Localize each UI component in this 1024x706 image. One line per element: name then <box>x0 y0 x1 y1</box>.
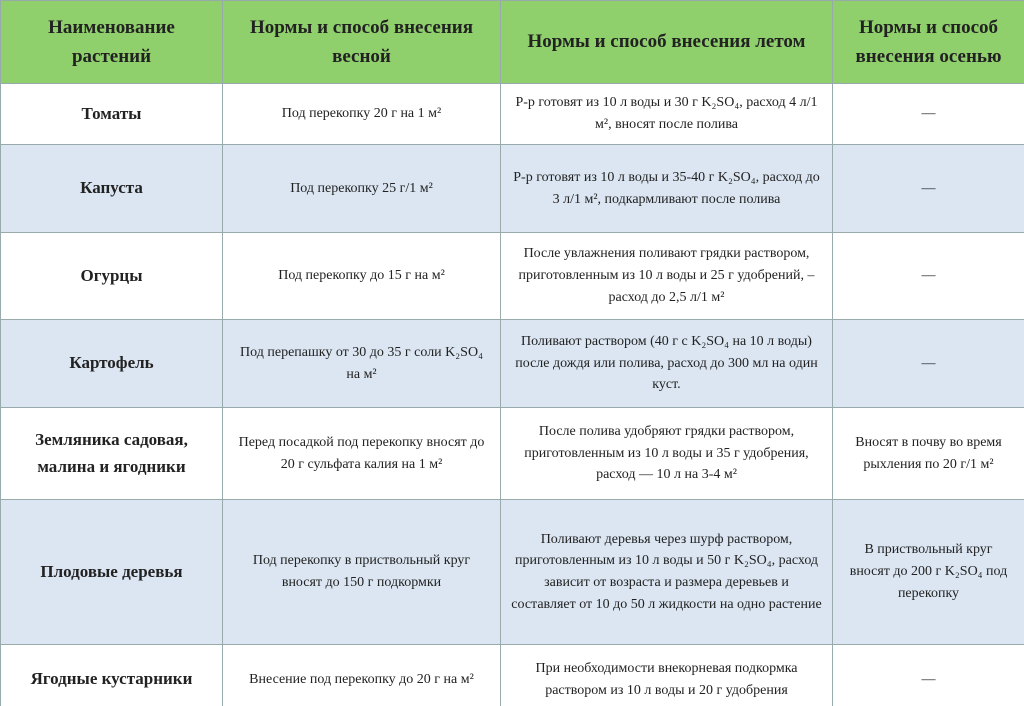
plant-name: Капуста <box>0 144 223 233</box>
norm-cell: Р-р готовят из 10 л воды и 35-40 г K₂SO₄… <box>500 144 833 233</box>
norm-cell: Под перекопку 25 г/1 м² <box>222 144 501 233</box>
table-row: Капуста Под перекопку 25 г/1 м² Р-р готовя… <box>0 144 1024 233</box>
header-cell: Нормы и способ внесения осенью <box>832 0 1024 84</box>
header-row: Наименование растений Нормы и способ внес… <box>0 0 1024 84</box>
norm-cell: Под перекопку в приствольный круг вносят… <box>222 499 501 645</box>
norm-cell: После полива удобряют грядки раствором, … <box>500 407 833 500</box>
header-cell: Нормы и способ внесения весной <box>222 0 501 84</box>
plant-name: Томаты <box>0 83 223 145</box>
norm-cell: Вносят в почву во время рыхления по 20 г… <box>832 407 1024 500</box>
norm-cell: — <box>832 83 1024 145</box>
table-row: Ягодные кустарники Внесение под перекопку… <box>0 644 1024 706</box>
norm-cell: — <box>832 644 1024 706</box>
norm-cell: Р-р готовят из 10 л воды и 30 г K₂SO₄, р… <box>500 83 833 145</box>
table-row: Картофель Под перепашку от 30 до 35 г сол… <box>0 319 1024 408</box>
header-cell: Наименование растений <box>0 0 223 84</box>
norm-cell: Под перекопку до 15 г на м² <box>222 232 501 320</box>
norm-cell: — <box>832 319 1024 408</box>
plant-name: Плодовые деревья <box>0 499 223 645</box>
norm-cell: Перед посадкой под перекопку вносят до 2… <box>222 407 501 500</box>
norm-cell: Под перекопку 20 г на 1 м² <box>222 83 501 145</box>
norm-cell: Поливают деревья через шурф раствором, п… <box>500 499 833 645</box>
norm-cell: Внесение под перекопку до 20 г на м² <box>222 644 501 706</box>
norm-cell: — <box>832 232 1024 320</box>
table-row: Плодовые деревья Под перекопку в приствол… <box>0 499 1024 645</box>
plant-name: Огурцы <box>0 232 223 320</box>
norm-cell: Под перепашку от 30 до 35 г соли K₂SO₄ н… <box>222 319 501 408</box>
plant-name: Ягодные кустарники <box>0 644 223 706</box>
norm-cell: После увлажнения поливают грядки раствор… <box>500 232 833 320</box>
plant-name: Картофель <box>0 319 223 408</box>
norm-cell: В приствольный круг вносят до 200 г K₂SO… <box>832 499 1024 645</box>
header-cell: Нормы и способ внесения летом <box>500 0 833 84</box>
table-row: Огурцы Под перекопку до 15 г на м² После у… <box>0 232 1024 320</box>
norm-cell: Поливают раствором (40 г с K₂SO₄ на 10 л… <box>500 319 833 408</box>
norm-cell: — <box>832 144 1024 233</box>
table-row: Томаты Под перекопку 20 г на 1 м² Р-р гото… <box>0 83 1024 145</box>
plant-name: Земляника садовая, малина и ягодники <box>0 407 223 500</box>
table-row: Земляника садовая, малина и ягодники Пере… <box>0 407 1024 500</box>
norm-cell: При необходимости внекорневая подкормка … <box>500 644 833 706</box>
